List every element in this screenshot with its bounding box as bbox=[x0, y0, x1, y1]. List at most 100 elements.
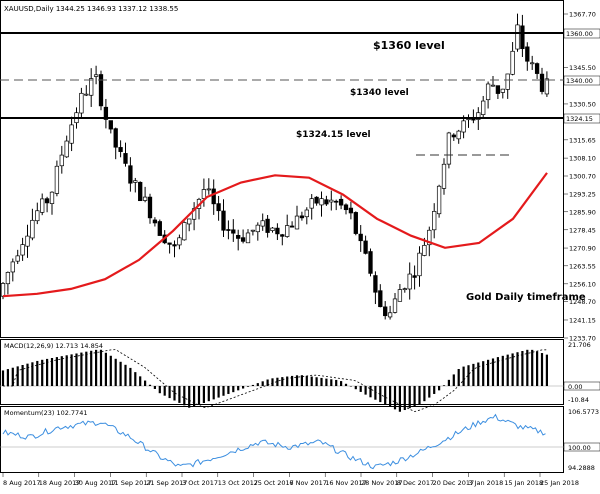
candle-body bbox=[49, 191, 55, 204]
candle-body bbox=[417, 252, 422, 277]
candle-body bbox=[25, 235, 30, 247]
annotation-1360: $1360 level bbox=[373, 39, 445, 52]
date-tick-label: 13 Oct 2017 bbox=[218, 479, 258, 487]
candle-body bbox=[432, 211, 437, 231]
candle-body bbox=[255, 224, 260, 233]
candle-body bbox=[84, 93, 89, 96]
date-tick-label: 30 Aug 2017 bbox=[75, 479, 117, 487]
candle-body bbox=[485, 83, 491, 101]
moving-average-line bbox=[2, 172, 548, 298]
candle-body bbox=[231, 229, 236, 234]
date-tick-label: 6 Nov 2017 bbox=[289, 479, 327, 487]
candle-body bbox=[98, 74, 104, 107]
candle-body bbox=[338, 198, 344, 206]
candle-body bbox=[260, 220, 265, 227]
candle-body bbox=[152, 219, 158, 224]
price-tick-label: 1285.90 bbox=[569, 208, 596, 216]
candle-body bbox=[544, 78, 550, 95]
candle-body bbox=[358, 233, 363, 242]
price-axis: 1367.70 1345.50 1330.50 1315.65 1308.10 1300.… bbox=[564, 11, 596, 343]
date-tick-label: 8 Dec 2017 bbox=[397, 479, 434, 487]
candle-body bbox=[182, 222, 187, 241]
date-tick-label: 3 Oct 2017 bbox=[182, 479, 218, 487]
candle-body bbox=[368, 251, 373, 274]
date-tick-label: 28 Nov 2017 bbox=[361, 479, 403, 487]
candle-body bbox=[456, 130, 461, 140]
candle-body bbox=[133, 180, 138, 183]
price-tick-label: 1256.10 bbox=[569, 280, 596, 288]
candle-body bbox=[177, 237, 182, 246]
price-tick-label: 1263.55 bbox=[569, 262, 596, 270]
candle-body bbox=[314, 196, 319, 204]
candle-body bbox=[69, 124, 74, 144]
candle-body bbox=[79, 92, 84, 114]
price-tick-label: 1367.70 bbox=[569, 11, 596, 19]
candle-body bbox=[525, 46, 530, 62]
candle-body bbox=[54, 165, 60, 194]
candle-body bbox=[495, 85, 501, 94]
candle-body bbox=[348, 207, 354, 214]
macd-axis-zero: 0.00 bbox=[568, 383, 582, 391]
candlestick-series bbox=[0, 13, 550, 320]
candle-body bbox=[309, 198, 314, 209]
candle-body bbox=[5, 272, 11, 285]
candle-body bbox=[265, 218, 270, 233]
candle-body bbox=[476, 112, 481, 120]
annotation-1324: $1324.15 level bbox=[296, 130, 371, 140]
price-tick-label: 1248.70 bbox=[569, 298, 596, 306]
candle-body bbox=[299, 215, 305, 219]
main-panel-frame bbox=[0, 0, 564, 338]
candle-body bbox=[128, 165, 133, 184]
candle-body bbox=[10, 261, 15, 273]
candle-body bbox=[236, 235, 241, 239]
candle-body bbox=[392, 298, 398, 313]
candle-body bbox=[402, 288, 407, 291]
candle-body bbox=[520, 25, 525, 50]
candle-body bbox=[35, 210, 40, 222]
candle-body bbox=[446, 132, 452, 165]
macd-axis-top: 21.706 bbox=[568, 341, 591, 349]
candle-body bbox=[216, 203, 221, 212]
date-tick-label: 16 Nov 2017 bbox=[325, 479, 367, 487]
candle-body bbox=[44, 198, 50, 204]
candle-body bbox=[397, 289, 403, 302]
candle-body bbox=[250, 229, 256, 232]
macd-axis-bottom: -10.84 bbox=[568, 396, 589, 404]
price-tick-label: 1315.65 bbox=[569, 136, 596, 144]
macd-histogram bbox=[1, 349, 549, 412]
price-tick-label: 1293.25 bbox=[569, 191, 596, 199]
momentum-100-box bbox=[563, 442, 600, 452]
candle-body bbox=[378, 290, 383, 308]
candle-body bbox=[451, 134, 456, 138]
candle-body bbox=[422, 244, 427, 256]
price-tick-label: 1270.90 bbox=[569, 245, 596, 253]
candle-body bbox=[157, 221, 162, 236]
candle-body bbox=[15, 255, 20, 262]
candle-body bbox=[329, 199, 334, 203]
date-tick-label: 15 Jan 2018 bbox=[504, 479, 543, 487]
candle-body bbox=[481, 100, 486, 115]
candle-body bbox=[64, 140, 69, 158]
date-tick-label: 25 Jan 2018 bbox=[540, 479, 579, 487]
momentum-axis-mid: 100.00 bbox=[568, 444, 591, 452]
momentum-axis-top: 106.5773 bbox=[568, 408, 599, 416]
candle-body bbox=[461, 120, 466, 133]
candle-body bbox=[20, 244, 25, 256]
candle-body bbox=[343, 204, 349, 211]
candle-body bbox=[147, 196, 153, 219]
candle-body bbox=[407, 273, 412, 290]
candle-body bbox=[89, 78, 94, 96]
candle-body bbox=[383, 306, 388, 317]
date-tick-label: 8 Aug 2017 bbox=[3, 479, 41, 487]
candle-body bbox=[59, 154, 64, 167]
header-symbol: XAUUSD,Daily 1344.25 1346.93 1337.12 133… bbox=[4, 5, 178, 13]
price-tick-label: 1241.15 bbox=[569, 316, 596, 324]
candle-body bbox=[387, 312, 393, 318]
candle-body bbox=[40, 198, 45, 213]
candle-body bbox=[221, 210, 226, 231]
current-price-box bbox=[563, 75, 600, 86]
momentum-line bbox=[2, 413, 546, 470]
candle-body bbox=[275, 227, 280, 235]
candle-body bbox=[187, 218, 192, 225]
